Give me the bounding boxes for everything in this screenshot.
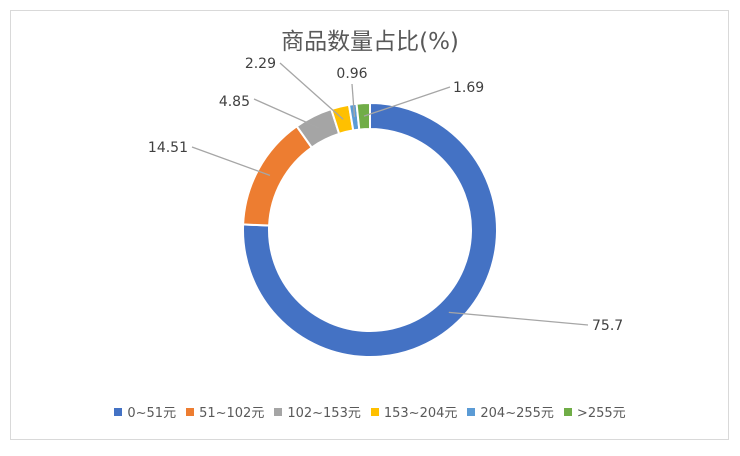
legend-label: 153~204元	[383, 406, 458, 421]
legend-item: 51~102元	[186, 402, 264, 421]
data-label: 1.69	[453, 80, 484, 96]
data-label: 0.96	[336, 66, 367, 82]
legend-item: 102~153元	[274, 402, 361, 421]
chart-area	[10, 10, 729, 440]
legend-item: 0~51元	[114, 402, 176, 421]
leader-line	[253, 98, 320, 129]
slice-0-51	[242, 101, 498, 358]
legend-label: 0~51元	[127, 406, 177, 421]
legend-label: 102~153元	[287, 406, 361, 421]
slice-255	[355, 101, 371, 131]
legend-label: >255元	[576, 406, 626, 421]
data-label: 14.51	[148, 140, 188, 156]
leader-line	[279, 62, 344, 120]
slice-51-102	[242, 124, 314, 227]
legend-swatch	[370, 408, 379, 416]
legend-item: 204~255元	[467, 402, 554, 421]
legend-swatch	[274, 408, 283, 416]
legend-swatch	[467, 408, 476, 416]
legend-item: 153~204元	[370, 402, 458, 421]
legend-label: 51~102元	[199, 406, 265, 421]
legend: 0~51元 51~102元 102~153元 153~204元 204~255元 >255…	[0, 402, 740, 421]
legend-swatch	[114, 408, 123, 416]
leader-line	[191, 146, 271, 176]
chart-title: 商品数量占比(%)	[281, 29, 459, 55]
data-label: 75.7	[592, 318, 623, 334]
data-label: 2.29	[245, 56, 276, 72]
legend-label: 204~255元	[480, 406, 554, 421]
legend-swatch	[563, 408, 572, 416]
leader-line	[363, 86, 451, 117]
leader-line	[448, 311, 589, 326]
data-label: 4.85	[219, 94, 250, 110]
leader-line	[351, 83, 356, 118]
legend-item: >255元	[563, 402, 626, 421]
legend-swatch	[186, 408, 195, 416]
